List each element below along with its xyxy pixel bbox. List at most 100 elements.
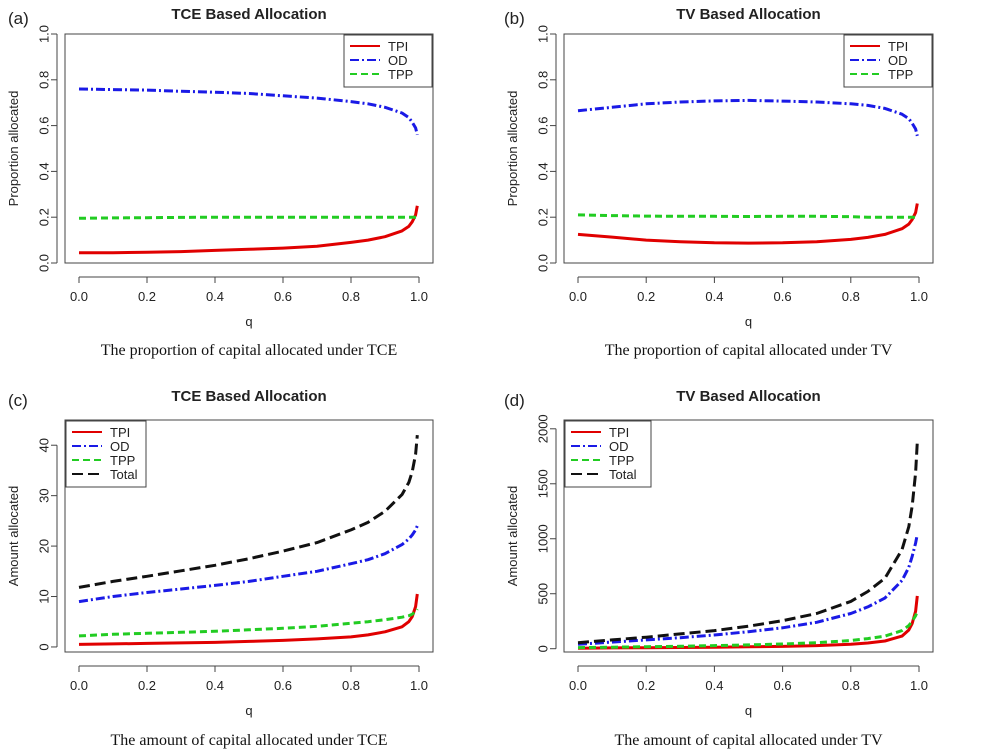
series-line-od [78, 525, 419, 604]
x-tick-label: 0.0 [569, 289, 587, 304]
panel-caption: The amount of capital allocated under TC… [111, 732, 388, 749]
x-tick-label: 0.2 [637, 289, 655, 304]
series-line-tpp [78, 608, 419, 638]
legend-label-tpp: TPP [888, 67, 913, 82]
chart-title: TV Based Allocation [676, 6, 820, 23]
y-tick-label: 1.0 [535, 25, 550, 43]
y-tick-label: 0 [535, 645, 550, 652]
x-tick-label: 0.2 [138, 289, 156, 304]
x-tick-label: 0.6 [274, 289, 292, 304]
x-axis-label: q [245, 703, 252, 718]
y-axis-label: Proportion allocated [6, 91, 21, 207]
x-tick-label: 0.0 [569, 678, 587, 693]
x-tick-label: 0.8 [842, 678, 860, 693]
legend-label-od: OD [609, 439, 629, 454]
plot-frame [64, 33, 434, 264]
series-line-od [577, 98, 919, 137]
chart-title: TCE Based Allocation [171, 388, 326, 405]
y-tick-label: 30 [36, 488, 51, 502]
y-tick-label: 10 [36, 589, 51, 603]
legend-label-total: Total [609, 467, 637, 482]
y-tick-label: 20 [36, 539, 51, 553]
series-line-tpi [78, 593, 419, 646]
y-axis-label: Amount allocated [505, 486, 520, 586]
panel-caption: The proportion of capital allocated unde… [605, 342, 893, 359]
x-tick-label: 0.8 [342, 678, 360, 693]
x-tick-label: 0.4 [705, 289, 723, 304]
y-tick-label: 0.2 [36, 208, 51, 226]
plot-frame [563, 419, 934, 653]
x-tick-label: 0.6 [774, 678, 792, 693]
series-line-tpp [78, 215, 418, 220]
series-line-tpi [577, 203, 919, 245]
x-tick-label: 0.8 [842, 289, 860, 304]
series-line-tpi [577, 595, 919, 650]
chart-panel-b: (b) TV Based Allocation 0.0 0.2 0.4 0.6 0.8 1.0… [504, 6, 934, 359]
panel-label: (a) [8, 9, 29, 28]
series-line-tpp [577, 213, 919, 221]
series-line-total [78, 434, 419, 589]
x-tick-label: 0.8 [342, 289, 360, 304]
panel-label: (b) [504, 9, 525, 28]
y-axis-label: Amount allocated [6, 486, 21, 586]
series-line-tpp [577, 610, 919, 650]
y-tick-label: 0.6 [535, 117, 550, 135]
legend-label-tpi: TPI [110, 425, 130, 440]
legend-label-od: OD [888, 53, 908, 68]
x-tick-label: 0.4 [705, 678, 723, 693]
y-tick-label: 0.8 [36, 71, 51, 89]
series-line-od [577, 534, 919, 646]
series-line-tpi [79, 205, 419, 255]
plot-frame [64, 419, 434, 653]
chart-panel-c: (c) TCE Based Allocation 0.0 0.2 0.4 0.6 0.8 1.… [6, 388, 434, 749]
x-tick-label: 1.0 [910, 289, 928, 304]
x-tick-label: 0.0 [70, 678, 88, 693]
x-tick-label: 0.2 [637, 678, 655, 693]
x-tick-label: 1.0 [410, 289, 428, 304]
panel-caption: The amount of capital allocated under TV [614, 732, 882, 749]
legend-label-tpi: TPI [888, 39, 908, 54]
y-tick-label: 0.4 [535, 162, 550, 180]
y-tick-label: 500 [535, 583, 550, 605]
y-tick-label: 0 [36, 643, 51, 650]
x-axis-label: q [745, 314, 752, 329]
x-tick-label: 0.0 [70, 289, 88, 304]
x-tick-label: 1.0 [910, 678, 928, 693]
legend-label-tpi: TPI [388, 39, 408, 54]
chart-title: TCE Based Allocation [171, 6, 326, 23]
y-tick-label: 0.4 [36, 162, 51, 180]
series-line-total [577, 441, 919, 645]
y-tick-label: 0.2 [535, 208, 550, 226]
chart-title: TV Based Allocation [676, 388, 820, 405]
legend-box [564, 420, 652, 488]
y-tick-label: 2000 [535, 414, 550, 443]
y-tick-label: 1000 [535, 524, 550, 553]
y-tick-label: 0.8 [535, 71, 550, 89]
x-axis-label: q [245, 314, 252, 329]
y-tick-label: 0.0 [535, 254, 550, 272]
legend-label-tpi: TPI [609, 425, 629, 440]
legend-label-tpp: TPP [609, 453, 634, 468]
series-line-od [78, 87, 419, 136]
legend-label-od: OD [388, 53, 408, 68]
y-axis-label: Proportion allocated [505, 91, 520, 207]
legend-label-total: Total [110, 467, 138, 482]
y-tick-label: 40 [36, 438, 51, 452]
y-tick-label: 1500 [535, 469, 550, 498]
x-tick-label: 0.4 [206, 289, 224, 304]
x-tick-label: 0.6 [774, 289, 792, 304]
legend-label-tpp: TPP [110, 453, 135, 468]
panel-label: (d) [504, 391, 525, 410]
panel-label: (c) [8, 391, 28, 410]
x-axis-label: q [745, 703, 752, 718]
y-tick-label: 0.6 [36, 117, 51, 135]
legend-label-tpp: TPP [388, 67, 413, 82]
y-tick-label: 0.0 [36, 254, 51, 272]
x-tick-label: 0.4 [206, 678, 224, 693]
x-tick-label: 0.2 [138, 678, 156, 693]
x-tick-label: 0.6 [274, 678, 292, 693]
chart-panel-a: (a) TCE Based Allocation 0.0 0.2 0.4 0.6 0.8 1.… [6, 6, 434, 359]
